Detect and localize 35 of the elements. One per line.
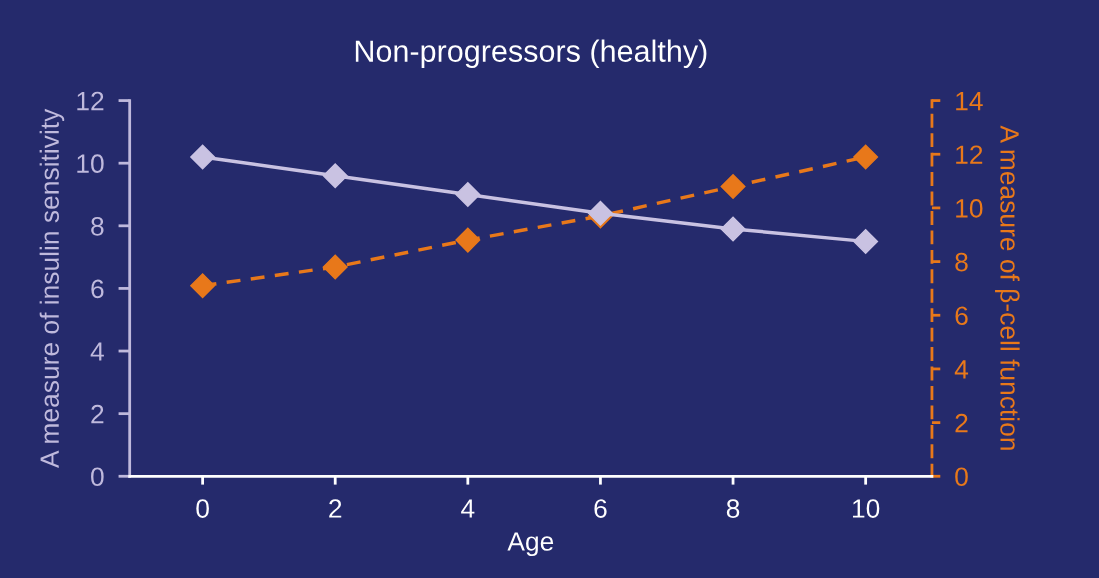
point	[720, 173, 746, 199]
x-tick-label: 10	[852, 499, 880, 518]
point	[853, 144, 879, 170]
x-tick-label: 4	[461, 499, 475, 518]
y-tick-label: 12	[77, 91, 104, 111]
y2-tick-label: 0	[955, 467, 968, 487]
point	[720, 216, 746, 242]
y2-tick-label: 4	[954, 360, 969, 379]
y-tick-label: 10	[77, 154, 104, 174]
y-tick-label: 8	[91, 216, 104, 236]
y-tick-label: 4	[90, 342, 104, 361]
y2-axis-title: A measure of β-cell function	[995, 125, 1020, 450]
x-tick-label: 8	[726, 499, 740, 518]
y2-tick-label: 2	[955, 413, 968, 433]
y2-tick-label: 14	[956, 91, 983, 111]
point	[322, 163, 348, 189]
y-tick-label: 0	[91, 467, 104, 487]
y-axis-title: A measure of insulin sensitivity	[39, 108, 65, 469]
x-tick-label: 2	[329, 499, 342, 518]
x-tick-label: 0	[196, 499, 209, 518]
x-axis-title: Age	[507, 532, 554, 557]
y2-tick-label: 12	[956, 145, 983, 164]
y-tick-label: 6	[91, 279, 104, 299]
x-tick-label: 6	[594, 499, 607, 518]
point	[455, 182, 481, 207]
point	[322, 254, 348, 280]
point	[190, 273, 216, 299]
y-tick-label: 2	[91, 404, 104, 424]
chart-title: Non-progressors (healthy)	[355, 39, 707, 69]
point	[853, 228, 879, 254]
y2-tick-label: 6	[955, 306, 968, 326]
y2-tick-label: 10	[956, 199, 983, 218]
y2-tick-label: 8	[955, 252, 968, 272]
point	[455, 227, 481, 253]
point	[190, 144, 216, 170]
